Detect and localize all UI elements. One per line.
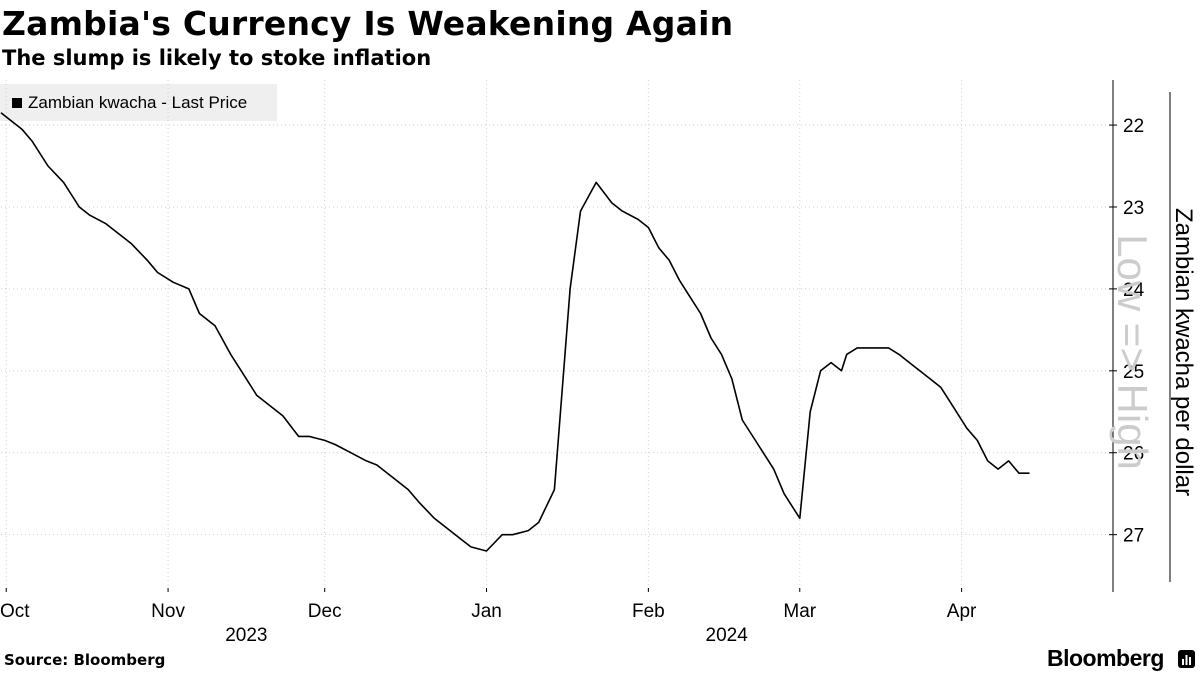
y-axis-title: Zambian kwacha per dollar <box>1170 208 1197 496</box>
y-tick-label: 22 <box>1123 116 1144 137</box>
x-tick-label: Dec <box>308 601 342 622</box>
source-note: Source: Bloomberg <box>4 651 166 669</box>
series-line-zambian-kwacha <box>0 112 1030 552</box>
legend-swatch <box>12 97 22 108</box>
x-year-label: 2023 <box>225 625 267 646</box>
grid-lines <box>1 80 1113 592</box>
legend: Zambian kwacha - Last Price <box>0 84 277 121</box>
labels: 22 23 24 25 26 27 Low => High Zambian kwacha pe… <box>0 116 1197 646</box>
axes <box>5 80 1171 592</box>
bloomberg-logo: Bloomberg <box>1047 645 1164 671</box>
y-tick-label: 27 <box>1123 526 1144 547</box>
y-tick-label: 25 <box>1123 362 1144 383</box>
y-tick-label: 24 <box>1123 280 1145 301</box>
x-year-label: 2024 <box>706 625 749 646</box>
legend-label: Zambian kwacha - Last Price <box>28 92 248 112</box>
bloomberg-terminal-icon <box>1178 650 1195 668</box>
y-tick-label: 23 <box>1123 198 1144 219</box>
chart-title: Zambia's Currency Is Weakening Again <box>2 4 734 43</box>
x-tick-label: Jan <box>471 601 502 622</box>
x-tick-label: Apr <box>947 601 977 622</box>
x-tick-label: Mar <box>783 601 816 622</box>
x-tick-label: Nov <box>151 601 185 622</box>
x-tick-label: Feb <box>632 601 665 622</box>
series-layer <box>0 112 1030 552</box>
y-direction-hint: Low => High <box>1109 234 1156 470</box>
y-tick-label: 26 <box>1123 444 1144 465</box>
chart-subtitle: The slump is likely to stoke inflation <box>2 46 432 70</box>
x-tick-label: Oct <box>0 601 30 622</box>
